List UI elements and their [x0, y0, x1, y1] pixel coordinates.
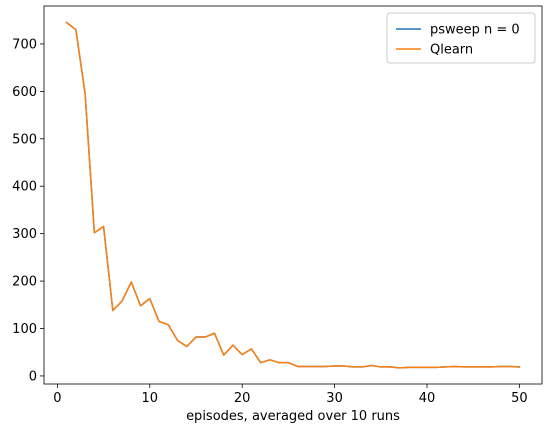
y-tick-label: 400: [12, 180, 37, 195]
axes-frame: [43, 5, 543, 385]
y-tick-label: 200: [12, 275, 37, 290]
series-line-2: [65, 21, 521, 369]
x-tick-label: 0: [53, 391, 61, 406]
x-tick-label: 10: [142, 391, 159, 406]
legend: psweep n = 0 Qlearn: [386, 12, 536, 64]
legend-label-2: Qlearn: [430, 43, 473, 58]
legend-label-1: psweep n = 0: [430, 23, 520, 38]
y-tick-label: 300: [12, 227, 37, 242]
y-tick-label: 700: [12, 37, 37, 52]
plot-area: [43, 5, 543, 385]
x-tick-label: 30: [326, 391, 343, 406]
legend-box: [386, 12, 536, 64]
x-axis: 0 10 20 30 40 50: [53, 384, 528, 406]
x-tick-label: 40: [419, 391, 436, 406]
y-tick-label: 500: [12, 132, 37, 147]
y-tick-label: 0: [29, 369, 37, 384]
x-axis-label: episodes, averaged over 10 runs: [186, 409, 400, 424]
y-tick-label: 100: [12, 322, 37, 337]
y-axis: 0 100 200 300 400 500 600 700: [12, 37, 44, 384]
y-tick-label: 600: [12, 85, 37, 100]
x-tick-label: 20: [234, 391, 251, 406]
series-layer: [65, 21, 521, 369]
x-tick-label: 50: [511, 391, 528, 406]
